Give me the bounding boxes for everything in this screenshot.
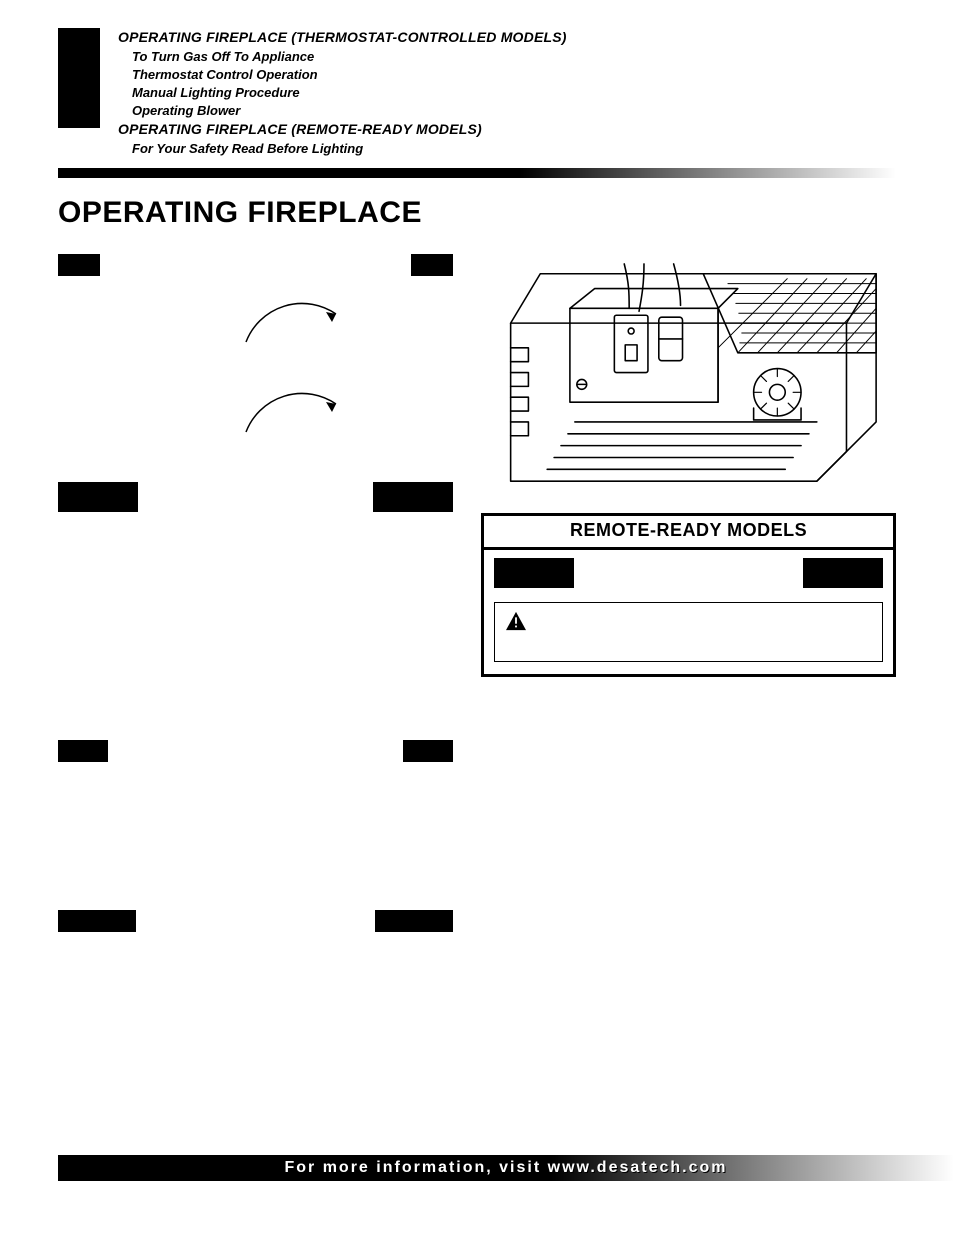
redaction-block [58,910,136,932]
redaction-block [494,558,574,588]
redaction-block [58,482,138,512]
index-section-2: OPERATING FIREPLACE (REMOTE-READY MODELS… [118,120,896,140]
left-fourth-block-row [58,910,453,932]
warning-box [494,602,883,662]
redaction-block [58,254,100,276]
index-item: To Turn Gas Off To Appliance [118,48,896,66]
redaction-block [411,254,453,276]
index-marker-box [58,28,100,128]
index-item: For Your Safety Read Before Lighting [118,140,896,158]
left-third-block-row [58,740,453,762]
redaction-block [375,910,453,932]
page-title: OPERATING FIREPLACE [58,196,896,230]
index-section-1: OPERATING FIREPLACE (THERMOSTAT-CONTROLL… [118,28,896,48]
arc-arrow-icon [236,294,356,354]
right-column: REMOTE-READY MODELS [481,254,896,932]
left-column [58,254,453,932]
redaction-block [803,558,883,588]
remote-ready-title: REMOTE-READY MODELS [484,516,893,550]
redaction-block [58,740,108,762]
columns: REMOTE-READY MODELS [58,254,896,932]
warning-icon [505,611,872,631]
page: OPERATING FIREPLACE (THERMOSTAT-CONTROLL… [0,0,954,1235]
arc-arrow-icon [236,384,356,444]
index-item: Manual Lighting Procedure [118,84,896,102]
redaction-block [373,482,453,512]
redaction-block [403,740,453,762]
left-top-block-row [58,254,453,276]
remote-ready-panel: REMOTE-READY MODELS [481,513,896,677]
footer-text: For more information, visit www.desatech… [284,1159,727,1177]
top-index: OPERATING FIREPLACE (THERMOSTAT-CONTROLL… [58,28,896,158]
remote-ready-body [484,550,893,674]
knob-rotation-arcs [58,276,453,456]
index-item: Operating Blower [118,102,896,120]
index-item: Thermostat Control Operation [118,66,896,84]
remote-ready-block-row [494,558,883,588]
footer-banner: For more information, visit www.desatech… [58,1155,954,1181]
blower-control-diagram [481,254,896,491]
left-second-block-row [58,482,453,512]
gradient-divider [58,168,896,178]
